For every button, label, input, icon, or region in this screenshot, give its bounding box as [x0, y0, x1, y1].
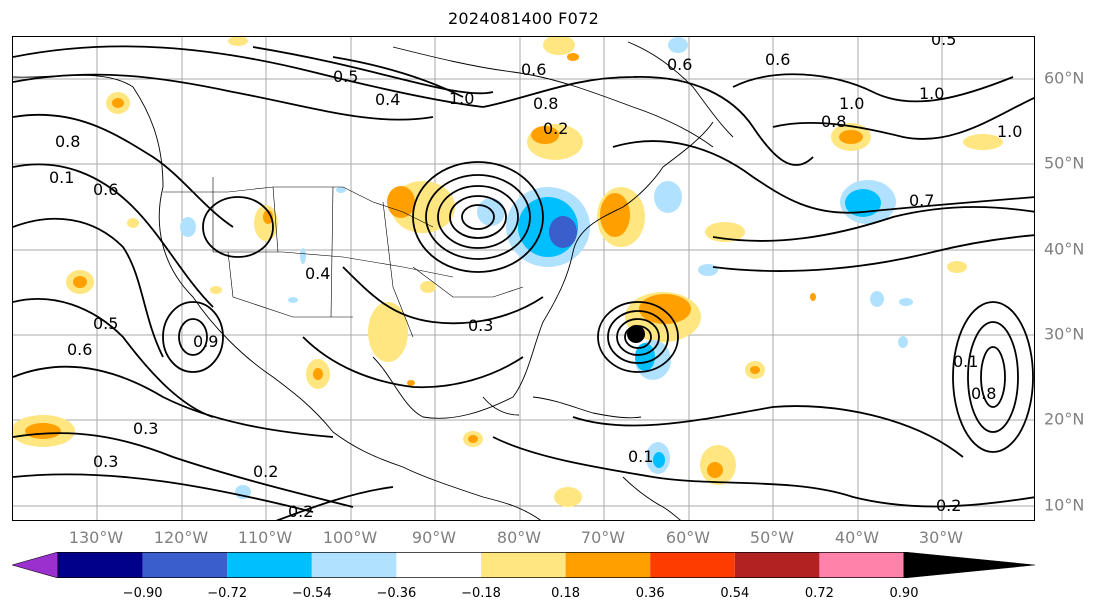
lon-axis-label: 50°W	[749, 528, 795, 547]
contour-label: 0.8	[971, 384, 996, 403]
contour-label: 0.1	[628, 447, 653, 466]
colorbar-tick-label: −0.36	[376, 586, 417, 601]
contour-label: 0.8	[821, 112, 846, 131]
colorbar-tick-label: 0.36	[635, 586, 665, 601]
colorbar	[12, 552, 1035, 578]
colorbar-tick-label: 0.90	[889, 586, 919, 601]
contour-label: 0.8	[55, 132, 80, 151]
lon-axis-label: 60°W	[665, 528, 711, 547]
graticule	[13, 37, 1034, 520]
colorbar-segment	[565, 552, 651, 578]
lat-axis-label: 30°N	[1044, 324, 1085, 344]
colorbar-segment	[819, 552, 904, 578]
colorbar-segment	[142, 552, 228, 578]
colorbar-segment	[903, 552, 1035, 578]
contour-label: 0.3	[93, 452, 118, 471]
contour-label: 0.7	[909, 191, 934, 210]
colorbar-tick-label: −0.90	[122, 586, 163, 601]
lon-axis-label: 110°W	[237, 528, 293, 547]
colorbar-segment	[396, 552, 481, 578]
lat-axis-label: 20°N	[1044, 409, 1085, 429]
map-canvas: 1.0 1.0 1.0 1.0 0.8 0.8 0.8 0.8 0.7 0.6 …	[13, 37, 1034, 521]
map-title: 2024081400 F072	[447, 9, 600, 28]
colorbar-tick-label: 0.54	[720, 586, 750, 601]
contour-label: 0.6	[67, 340, 92, 359]
contour-label: 1.0	[839, 94, 864, 113]
lon-axis-label: 90°W	[411, 528, 457, 547]
contour-label: 1.0	[449, 89, 474, 108]
colorbar-tick-label: −0.72	[207, 586, 248, 601]
contour-label: 0.9	[193, 332, 218, 351]
contour-label: 0.8	[533, 94, 558, 113]
contour-label: 0.6	[521, 60, 546, 79]
contour-label: 0.3	[133, 419, 158, 438]
contour-label: 0.6	[765, 50, 790, 69]
colorbar-tick-label: 0.72	[804, 586, 834, 601]
contour-label: 0.2	[543, 119, 568, 138]
contour-label: 0.5	[93, 314, 118, 333]
colorbar-segment	[481, 552, 566, 578]
colorbar-segment	[227, 552, 312, 578]
colorbar-tick-label: 0.18	[551, 586, 581, 601]
lat-axis-label: 60°N	[1044, 68, 1085, 88]
contour-label: 0.2	[936, 496, 961, 515]
colorbar-segment	[12, 552, 59, 578]
colorbar-segment	[734, 552, 820, 578]
contour-label: 0.4	[375, 90, 400, 109]
map-panel: 1.0 1.0 1.0 1.0 0.8 0.8 0.8 0.8 0.7 0.6 …	[12, 36, 1035, 521]
lat-axis-label: 10°N	[1044, 495, 1085, 515]
contour-label-layer: 1.0 1.0 1.0 1.0 0.8 0.8 0.8 0.8 0.7 0.6 …	[49, 37, 1022, 521]
lat-axis-label: 40°N	[1044, 239, 1085, 259]
positive-anomaly-shading	[13, 37, 1003, 507]
colorbar-segment	[58, 552, 143, 578]
contour-label: 0.1	[49, 168, 74, 187]
lon-axis-label: 130°W	[68, 528, 124, 547]
contour-label: 0.2	[288, 502, 313, 521]
contour-label: 1.0	[919, 84, 944, 103]
contour-label: 0.5	[931, 37, 956, 49]
colorbar-outline	[57, 552, 905, 578]
colorbar-tick-label: −0.54	[291, 586, 332, 601]
lon-axis-label: 120°W	[153, 528, 209, 547]
contour-label: 0.5	[333, 67, 358, 86]
lon-axis-label: 30°W	[918, 528, 964, 547]
contour-label: 1.0	[997, 122, 1022, 141]
contour-label: 0.6	[667, 55, 692, 74]
contour-label: 0.6	[93, 180, 118, 199]
lon-axis-label: 80°W	[496, 528, 542, 547]
colorbar-segment	[311, 552, 397, 578]
colorbar-segment	[650, 552, 735, 578]
contour-label: 0.4	[305, 264, 330, 283]
lat-axis-label: 50°N	[1044, 153, 1085, 173]
coastlines	[13, 41, 734, 520]
lon-axis-label: 70°W	[580, 528, 626, 547]
contour-label: 0.3	[468, 316, 493, 335]
contour-label: 0.2	[253, 462, 278, 481]
state-borders	[163, 177, 524, 338]
contour-lines	[13, 45, 1034, 520]
colorbar-tick-label: −0.18	[461, 586, 501, 601]
contour-label: 0.1	[953, 352, 978, 371]
lon-axis-label: 40°W	[834, 528, 880, 547]
lon-axis-label: 100°W	[322, 528, 378, 547]
